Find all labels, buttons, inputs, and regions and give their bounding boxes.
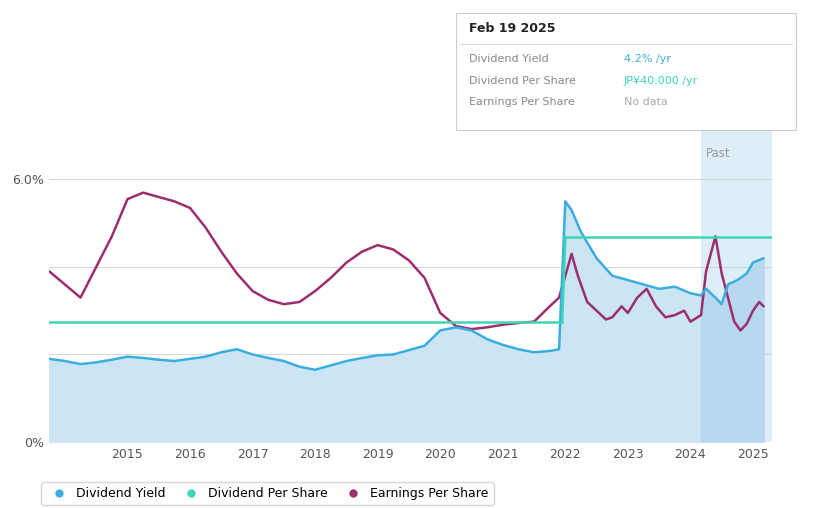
Text: JP¥40.000 /yr: JP¥40.000 /yr xyxy=(624,76,698,86)
Text: Feb 19 2025: Feb 19 2025 xyxy=(469,22,555,35)
Text: Earnings Per Share: Earnings Per Share xyxy=(469,97,575,107)
Text: Past: Past xyxy=(706,147,731,161)
Text: 4.2% /yr: 4.2% /yr xyxy=(624,54,671,65)
Text: Dividend Per Share: Dividend Per Share xyxy=(469,76,576,86)
Bar xyxy=(701,127,772,442)
Text: Dividend Yield: Dividend Yield xyxy=(469,54,548,65)
Legend: Dividend Yield, Dividend Per Share, Earnings Per Share: Dividend Yield, Dividend Per Share, Earn… xyxy=(41,482,493,505)
Text: No data: No data xyxy=(624,97,667,107)
